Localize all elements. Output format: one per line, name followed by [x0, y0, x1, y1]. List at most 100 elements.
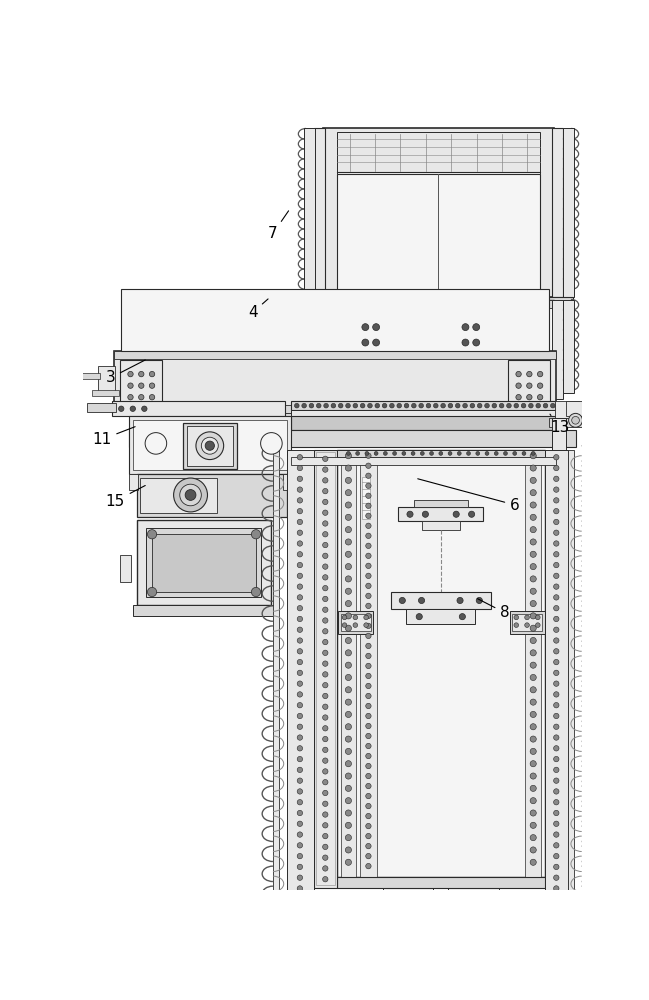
Circle shape	[323, 855, 328, 860]
Circle shape	[393, 451, 397, 455]
Circle shape	[323, 618, 328, 623]
Bar	[114, 351, 556, 413]
Circle shape	[345, 822, 352, 828]
Circle shape	[324, 403, 328, 408]
Circle shape	[366, 483, 371, 488]
Circle shape	[430, 451, 434, 455]
Circle shape	[554, 519, 559, 525]
Circle shape	[554, 498, 559, 503]
Circle shape	[297, 627, 302, 632]
Circle shape	[504, 451, 508, 455]
Circle shape	[448, 403, 453, 408]
Circle shape	[366, 553, 371, 559]
Circle shape	[345, 773, 352, 779]
Circle shape	[513, 451, 517, 455]
Circle shape	[421, 451, 424, 455]
Bar	[140, 478, 217, 513]
Circle shape	[345, 810, 352, 816]
Circle shape	[362, 339, 369, 346]
Circle shape	[297, 670, 302, 676]
Circle shape	[382, 403, 387, 408]
Circle shape	[323, 585, 328, 591]
Circle shape	[297, 465, 302, 471]
Circle shape	[366, 703, 371, 709]
Bar	[187, 426, 233, 466]
Bar	[291, 457, 556, 465]
Circle shape	[345, 699, 352, 705]
Circle shape	[345, 674, 352, 681]
Circle shape	[554, 864, 559, 870]
Circle shape	[530, 822, 536, 828]
Circle shape	[366, 683, 371, 689]
Circle shape	[530, 687, 536, 693]
Circle shape	[366, 503, 371, 508]
Circle shape	[141, 406, 147, 411]
Circle shape	[530, 453, 536, 459]
Circle shape	[345, 711, 352, 718]
Circle shape	[536, 403, 541, 408]
Bar	[316, 452, 334, 885]
Circle shape	[554, 465, 559, 471]
Bar	[311, 306, 334, 316]
Circle shape	[297, 853, 302, 859]
Circle shape	[347, 451, 350, 455]
Circle shape	[554, 627, 559, 632]
Circle shape	[338, 403, 343, 408]
Circle shape	[554, 810, 559, 816]
Circle shape	[530, 761, 536, 767]
Circle shape	[554, 800, 559, 805]
Circle shape	[323, 639, 328, 645]
Circle shape	[441, 403, 445, 408]
Bar	[422, 521, 460, 530]
Circle shape	[196, 432, 224, 460]
Circle shape	[530, 662, 536, 668]
Circle shape	[366, 563, 371, 569]
Circle shape	[297, 767, 302, 773]
Circle shape	[554, 605, 559, 611]
Circle shape	[353, 403, 358, 408]
Bar	[383, 888, 433, 909]
Circle shape	[389, 403, 394, 408]
Circle shape	[297, 659, 302, 665]
Polygon shape	[556, 443, 565, 463]
Circle shape	[373, 339, 380, 346]
Circle shape	[375, 403, 380, 408]
Circle shape	[535, 615, 540, 620]
Bar	[287, 450, 313, 909]
Circle shape	[554, 692, 559, 697]
Circle shape	[366, 723, 371, 729]
Circle shape	[297, 703, 302, 708]
Circle shape	[323, 629, 328, 634]
Circle shape	[411, 451, 415, 455]
Circle shape	[411, 403, 416, 408]
Circle shape	[323, 877, 328, 882]
Circle shape	[554, 508, 559, 514]
Circle shape	[554, 832, 559, 837]
Circle shape	[323, 780, 328, 785]
Circle shape	[458, 451, 461, 455]
Circle shape	[331, 403, 336, 408]
Circle shape	[537, 371, 543, 377]
Circle shape	[507, 403, 511, 408]
Circle shape	[530, 576, 536, 582]
Bar	[567, 401, 582, 416]
Circle shape	[297, 498, 302, 503]
Circle shape	[323, 510, 328, 515]
Circle shape	[530, 502, 536, 508]
Circle shape	[366, 523, 371, 528]
Circle shape	[554, 713, 559, 719]
Bar	[508, 360, 550, 403]
Circle shape	[345, 588, 352, 594]
Circle shape	[530, 551, 536, 557]
Circle shape	[554, 789, 559, 794]
Bar	[291, 410, 556, 416]
Circle shape	[356, 451, 360, 455]
Circle shape	[345, 625, 352, 631]
Circle shape	[530, 674, 536, 681]
Circle shape	[323, 844, 328, 850]
Circle shape	[463, 403, 467, 408]
Circle shape	[470, 403, 474, 408]
Circle shape	[297, 649, 302, 654]
Circle shape	[323, 456, 328, 461]
Circle shape	[554, 616, 559, 622]
